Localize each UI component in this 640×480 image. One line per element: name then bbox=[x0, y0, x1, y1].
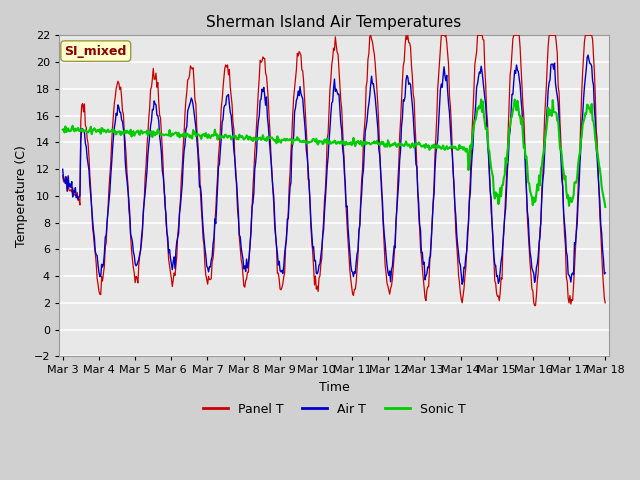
X-axis label: Time: Time bbox=[319, 381, 349, 394]
Legend: Panel T, Air T, Sonic T: Panel T, Air T, Sonic T bbox=[198, 398, 470, 420]
Title: Sherman Island Air Temperatures: Sherman Island Air Temperatures bbox=[206, 15, 461, 30]
Y-axis label: Temperature (C): Temperature (C) bbox=[15, 145, 28, 247]
Text: SI_mixed: SI_mixed bbox=[65, 45, 127, 58]
